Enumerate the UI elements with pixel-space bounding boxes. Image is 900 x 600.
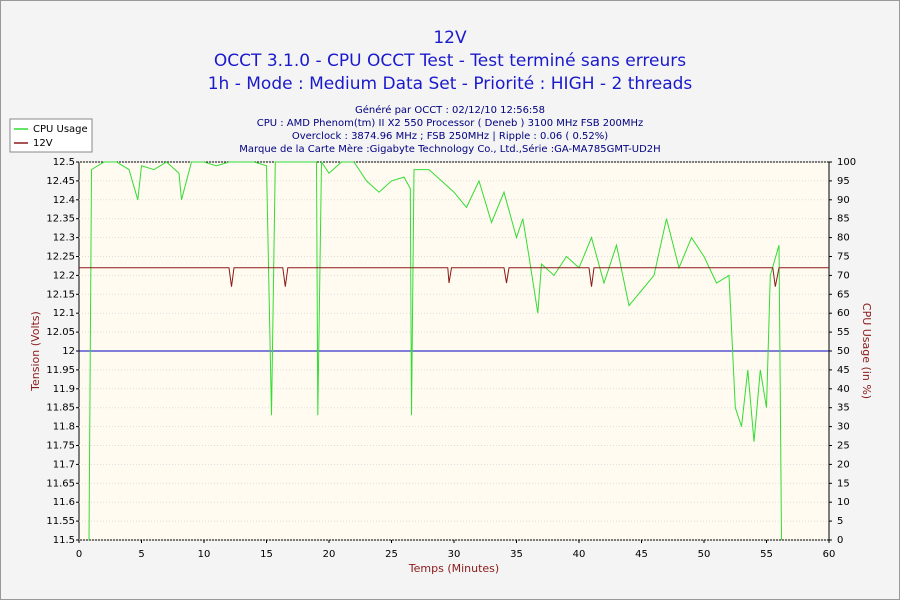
chart-title: 12V	[433, 28, 467, 48]
y-tick-label: 11.95	[46, 365, 75, 376]
y2-tick-label: 0	[837, 535, 843, 546]
y-tick-label: 12.3	[53, 233, 75, 244]
series-line	[79, 267, 829, 287]
y2-tick-label: 10	[837, 497, 850, 508]
y-tick-label: 11.8	[53, 422, 75, 433]
y-tick-label: 11.75	[46, 441, 75, 452]
y2-tick-label: 80	[837, 233, 850, 244]
y2-tick-label: 95	[837, 176, 850, 187]
y2-tick-label: 85	[837, 214, 850, 225]
info: Overclock : 3874.96 MHz ; FSB 250MHz | R…	[292, 131, 608, 142]
x-axis-title: Temps (Minutes)	[408, 562, 499, 575]
y-tick-label: 11.7	[53, 459, 75, 470]
x-tick-label: 10	[198, 549, 211, 560]
y-tick-label: 12.2	[53, 270, 75, 281]
y-tick-label: 12.4	[53, 195, 75, 206]
y2-tick-label: 25	[837, 441, 850, 452]
legend	[9, 118, 93, 153]
y2-tick-label: 40	[837, 384, 850, 395]
y2-tick-label: 55	[837, 327, 850, 338]
y2-tick-label: 5	[837, 516, 843, 527]
y-tick-label: 12.05	[46, 327, 75, 338]
y2-tick-label: 70	[837, 270, 850, 281]
y-tick-label: 12.25	[46, 252, 75, 263]
y2-tick-label: 15	[837, 478, 850, 489]
y-tick-label: 12.35	[46, 214, 75, 225]
legend-label: 12V	[33, 138, 53, 149]
y-tick-label: 12	[62, 346, 75, 357]
x-tick-label: 30	[448, 549, 461, 560]
x-tick-label: 35	[510, 549, 523, 560]
series-line	[88, 160, 782, 541]
y2-axis-title: CPU Usage (in %)	[860, 303, 873, 399]
x-tick-label: 0	[76, 549, 82, 560]
y-tick-label: 11.5	[53, 535, 75, 546]
y2-tick-label: 100	[837, 157, 856, 168]
subtitle: 1h - Mode : Medium Data Set - Priorité :…	[208, 74, 693, 94]
y-tick-label: 11.65	[46, 478, 75, 489]
y2-tick-label: 30	[837, 422, 850, 433]
y-tick-label: 12.15	[46, 289, 75, 300]
x-tick-label: 5	[138, 549, 144, 560]
y-tick-label: 12.1	[53, 308, 75, 319]
x-tick-label: 45	[635, 549, 648, 560]
y-tick-label: 11.55	[46, 516, 75, 527]
y-axis-title: Tension (Volts)	[29, 311, 42, 392]
info: Généré par OCCT : 02/12/10 12:56:58	[355, 104, 545, 116]
y2-tick-label: 50	[837, 346, 850, 357]
y2-tick-label: 45	[837, 365, 850, 376]
y-tick-label: 11.9	[53, 384, 75, 395]
y-tick-label: 11.6	[53, 497, 75, 508]
y2-tick-label: 75	[837, 252, 850, 263]
x-tick-label: 40	[573, 549, 586, 560]
x-tick-label: 50	[698, 549, 711, 560]
y-tick-label: 12.45	[46, 176, 75, 187]
y2-tick-label: 90	[837, 195, 850, 206]
x-tick-label: 25	[385, 549, 398, 560]
y2-tick-label: 35	[837, 403, 850, 414]
y-tick-label: 11.85	[46, 403, 75, 414]
x-tick-label: 20	[323, 549, 336, 560]
legend-label: CPU Usage	[33, 124, 88, 135]
subtitle: OCCT 3.1.0 - CPU OCCT Test - Test termin…	[214, 51, 686, 71]
y-tick-label: 12.5	[53, 157, 75, 168]
y2-tick-label: 65	[837, 289, 850, 300]
info: CPU : AMD Phenom(tm) II X2 550 Processor…	[257, 118, 644, 129]
y2-tick-label: 60	[837, 308, 850, 319]
info: Marque de la Carte Mère :Gigabyte Techno…	[239, 143, 660, 155]
x-tick-label: 15	[260, 549, 273, 560]
x-tick-label: 55	[760, 549, 773, 560]
x-tick-label: 60	[823, 549, 836, 560]
y2-tick-label: 20	[837, 459, 850, 470]
